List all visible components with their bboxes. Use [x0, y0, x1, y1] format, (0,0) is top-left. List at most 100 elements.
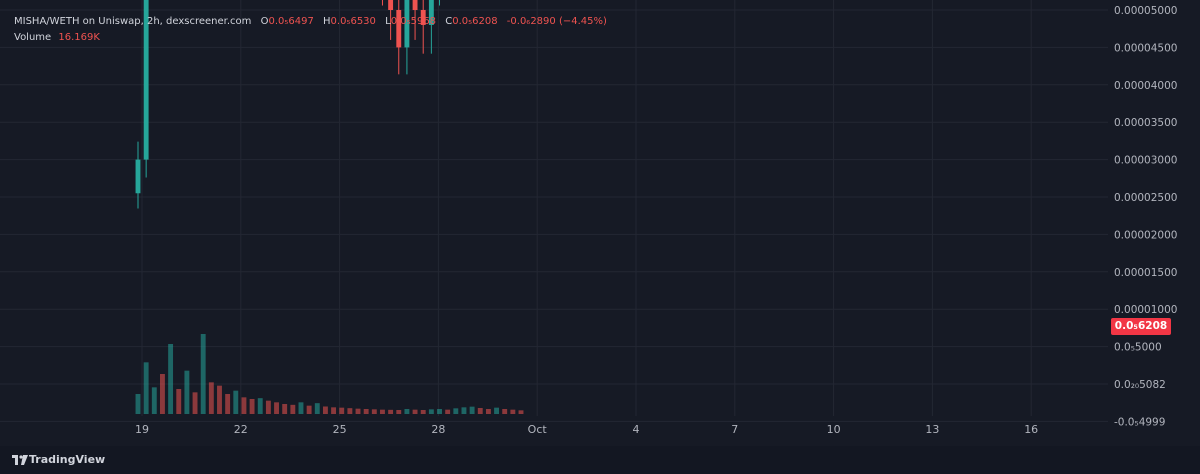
volume-bar [290, 404, 296, 414]
high-value: 0.0₅6530 [330, 16, 376, 27]
volume-bar [396, 410, 402, 414]
volume-bar [453, 408, 459, 414]
volume-bar [428, 409, 434, 414]
volume-bar [437, 409, 442, 414]
legend-volume: Volume 16.169K [14, 32, 100, 43]
volume-bar [282, 404, 288, 414]
candle-body [404, 0, 410, 48]
candles [135, 0, 441, 209]
footer: TradingView [0, 446, 1200, 474]
volume-bar [485, 409, 491, 414]
close-value: 0.0₅6208 [452, 16, 498, 27]
x-tick-label: 10 [827, 423, 841, 436]
volume-value: 16.169K [58, 32, 100, 43]
volume-bar [339, 407, 345, 414]
volume-bar [477, 408, 483, 414]
open-value: 0.0₅6497 [268, 16, 314, 27]
tradingview-brand[interactable]: TradingView [29, 453, 106, 466]
volume-bar [151, 387, 157, 414]
volume-bar [314, 403, 320, 414]
pair-label: MISHA/WETH on Uniswap, 2h, dexscreener.c… [14, 16, 252, 27]
volume-bar [518, 410, 524, 414]
high-label: H [323, 16, 331, 27]
candle-body [143, 0, 149, 160]
volume-bar [265, 400, 271, 414]
volume-bar [412, 409, 418, 414]
close-label: C [445, 16, 453, 27]
x-tick-label: 22 [234, 423, 248, 436]
volume-bar [420, 410, 426, 414]
volume-bar [445, 409, 451, 414]
volume-bar [380, 409, 385, 414]
volume-bar [388, 409, 394, 414]
y-tick-label: 0.00001500 [1114, 267, 1177, 279]
volume-bar [225, 394, 231, 414]
x-axis: 19 22 25 28 Oct 4 7 10 13 16 [135, 423, 1038, 436]
volume-bar [241, 397, 247, 414]
open-label: O [260, 16, 269, 27]
grid-lines [0, 0, 1108, 422]
low-label: L [385, 16, 391, 27]
volume-bar [257, 398, 263, 414]
y-tick-label: 0.00004000 [1114, 80, 1177, 92]
change-value: -0.0₆2890 (−4.45%) [506, 16, 607, 27]
candle-body [388, 0, 394, 11]
volume-bar [200, 334, 206, 414]
volume-bar [217, 385, 222, 414]
volume-bar [355, 408, 361, 414]
y-axis: 0.00005000 0.00004500 0.00004000 0.00003500… [1114, 5, 1177, 428]
x-tick-label: 4 [633, 423, 640, 436]
x-tick-label: 7 [731, 423, 738, 436]
candle-body [396, 10, 402, 48]
x-tick-label: 13 [925, 423, 939, 436]
volume-bar [494, 407, 499, 414]
y-tick-label: 0.0₅5000 [1114, 342, 1162, 354]
volume-bar [306, 405, 312, 414]
volume-bar [502, 409, 508, 414]
volume-bar [274, 402, 279, 414]
volume-bars [135, 334, 524, 414]
volume-bar [347, 408, 353, 414]
y-tick-label: 0.00001000 [1114, 304, 1177, 316]
y-tick-label: 0.00005000 [1114, 5, 1177, 17]
candle-body [412, 0, 418, 11]
candle-body [420, 10, 426, 25]
y-tick-label: -0.0₅4999 [1114, 416, 1165, 428]
volume-bar [135, 394, 141, 414]
volume-bar [363, 409, 369, 414]
legend-ohlc: MISHA/WETH on Uniswap, 2h, dexscreener.c… [14, 16, 607, 27]
candle-body [428, 0, 434, 25]
y-tick-label: 0.00003000 [1114, 155, 1177, 167]
volume-bar [143, 362, 149, 414]
volume-bar [322, 406, 328, 414]
price-chart[interactable]: 0.00005000 0.00004500 0.00004000 0.00003500… [0, 0, 1200, 446]
y-tick-label: 0.00004500 [1114, 42, 1177, 54]
volume-bar [461, 407, 467, 414]
y-tick-label: 0.00002000 [1114, 229, 1177, 241]
volume-bar [233, 390, 239, 414]
volume-bar [404, 409, 410, 414]
low-value: 0.0₅5968 [390, 16, 437, 27]
x-tick-label: 25 [333, 423, 347, 436]
volume-label: Volume [14, 32, 52, 43]
volume-bar [331, 407, 337, 414]
volume-bar [371, 409, 377, 414]
volume-bar [298, 402, 304, 414]
x-tick-label: Oct [528, 423, 548, 436]
volume-bar [176, 389, 182, 414]
x-tick-label: 19 [135, 423, 149, 436]
volume-bar [184, 370, 190, 414]
volume-bar [168, 344, 174, 414]
candle-body [135, 159, 141, 194]
last-price-tag: 0.0₅6208 [1111, 318, 1171, 335]
volume-bar [192, 392, 198, 414]
volume-bar [249, 399, 255, 414]
volume-bar [208, 382, 214, 414]
volume-bar [510, 409, 516, 414]
x-tick-label: 28 [431, 423, 445, 436]
y-tick-label: 0.0₂₀5082 [1114, 379, 1166, 391]
tradingview-logo-icon[interactable] [12, 454, 28, 466]
volume-bar [160, 374, 165, 414]
volume-bar [469, 406, 475, 414]
y-tick-label: 0.00003500 [1114, 117, 1177, 129]
